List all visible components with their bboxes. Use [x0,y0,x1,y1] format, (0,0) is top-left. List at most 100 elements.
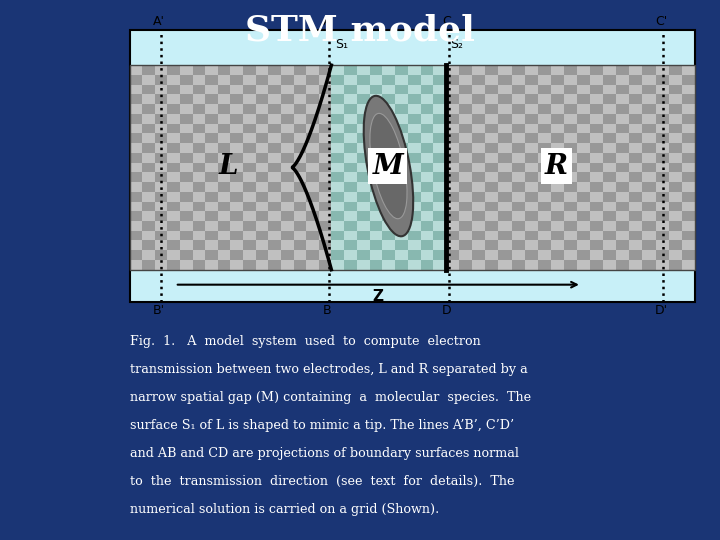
Bar [642,250,655,260]
Bar [459,94,472,104]
Bar [130,211,143,221]
Bar [538,94,551,104]
Bar [382,85,395,94]
Bar [669,182,682,192]
Text: L: L [219,153,238,180]
Bar [433,172,446,182]
Bar [616,143,629,153]
Bar [193,221,205,231]
Bar [433,211,446,221]
Bar [669,240,682,250]
Bar [655,114,669,124]
Text: B: B [323,304,331,317]
Bar [551,124,564,133]
Bar [205,211,218,221]
Bar [525,250,538,260]
Bar [357,211,369,221]
Bar [180,172,193,182]
Bar [180,104,193,114]
Bar [459,201,472,211]
Bar [205,124,218,133]
Bar [143,172,155,182]
Bar [230,153,243,163]
Bar [577,104,590,114]
Bar [433,94,446,104]
Bar [230,65,243,75]
Bar [485,75,498,85]
Bar [577,153,590,163]
Bar [642,153,655,163]
Bar [218,94,230,104]
Bar [319,201,331,211]
Bar [155,192,168,201]
Bar [357,133,369,143]
Bar [294,65,306,75]
Bar [218,124,230,133]
Bar [511,182,525,192]
Bar [281,75,294,85]
Bar [408,85,420,94]
Bar [472,172,485,182]
Bar [382,104,395,114]
Bar [459,240,472,250]
Bar [180,192,193,201]
Bar [281,221,294,231]
Bar [243,65,256,75]
Bar [256,104,269,114]
Bar [205,75,218,85]
Bar [616,250,629,260]
Bar [168,182,180,192]
Bar [511,231,525,240]
Bar [603,124,616,133]
Bar [538,250,551,260]
Bar [472,153,485,163]
Bar [331,65,344,75]
Bar [511,172,525,182]
Bar [382,143,395,153]
Bar [369,143,382,153]
Bar [180,114,193,124]
Bar [168,143,180,153]
Bar [143,153,155,163]
Bar [511,65,525,75]
Bar [485,133,498,143]
Bar [306,124,319,133]
Bar [498,172,511,182]
Bar [331,201,344,211]
Bar [642,182,655,192]
Bar [357,114,369,124]
Bar [306,240,319,250]
Bar [472,75,485,85]
Bar [130,104,143,114]
Bar [243,114,256,124]
Bar [669,85,682,94]
Bar [498,133,511,143]
Bar [155,75,168,85]
Bar [511,260,525,269]
Bar [616,133,629,143]
Bar [130,231,143,240]
Bar [344,182,357,192]
Bar [168,153,180,163]
Bar [243,75,256,85]
Bar [446,211,459,221]
Bar [433,143,446,153]
Bar [269,201,281,211]
Bar [629,221,642,231]
Bar [655,65,669,75]
Bar [218,231,230,240]
Bar [511,85,525,94]
Bar [655,85,669,94]
Bar [446,85,459,94]
Bar [155,182,168,192]
Bar [306,201,319,211]
Bar [498,153,511,163]
Bar [511,75,525,85]
Bar [408,211,420,221]
Bar [395,94,408,104]
Bar [590,133,603,143]
Bar [485,163,498,172]
Bar [655,231,669,240]
Bar [130,133,143,143]
Bar [344,172,357,182]
